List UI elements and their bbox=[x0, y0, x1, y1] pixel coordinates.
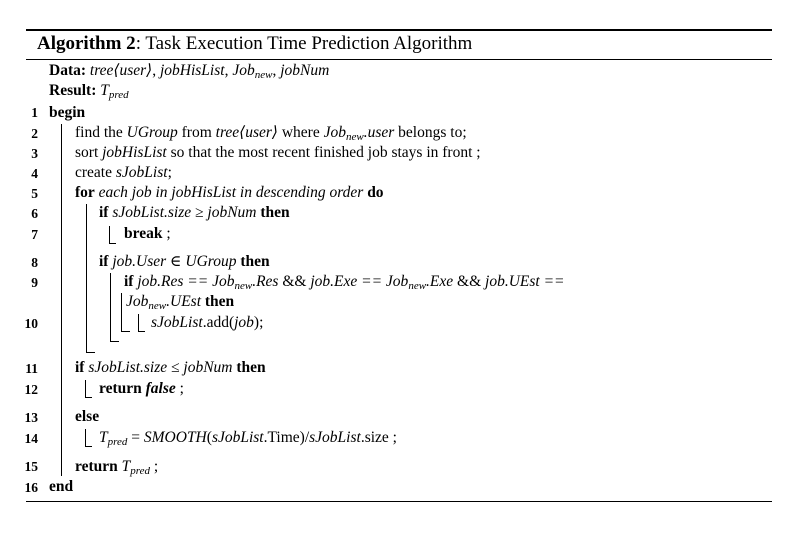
for-block-end bbox=[86, 338, 95, 353]
bottom-rule bbox=[26, 501, 772, 502]
add-bracket bbox=[138, 314, 145, 332]
line-number: 15 bbox=[14, 458, 38, 476]
line-4: create sJobList; bbox=[75, 164, 172, 182]
line-13: else bbox=[75, 408, 99, 426]
line-6: if sJobList.size ≥ jobNum then bbox=[99, 204, 290, 222]
line-1: begin bbox=[49, 104, 85, 122]
line-number: 5 bbox=[14, 185, 38, 203]
for-block-line bbox=[86, 204, 87, 352]
line-14: Tpred = SMOOTH(sJobList.Time)/sJobList.s… bbox=[99, 429, 397, 447]
line-15: return Tpred ; bbox=[75, 458, 158, 476]
return-false-bracket bbox=[85, 380, 92, 398]
line-number: 11 bbox=[14, 360, 38, 378]
line-3: sort jobHisList so that the most recent … bbox=[75, 144, 481, 162]
if-res-block-end bbox=[121, 318, 130, 332]
line-9: if job.Res == Jobnew.Res && job.Exe == J… bbox=[124, 273, 565, 291]
algorithm-title: Algorithm 2: Task Execution Time Predict… bbox=[37, 33, 472, 55]
line-number: 4 bbox=[14, 165, 38, 183]
line-2: find the UGroup from tree⟨user⟩ where Jo… bbox=[75, 124, 467, 142]
result-line: Result: Tpred bbox=[49, 82, 129, 100]
line-number: 9 bbox=[14, 274, 38, 292]
line-5: for each job in jobHisList in descending… bbox=[75, 184, 384, 202]
line-number: 6 bbox=[14, 205, 38, 223]
top-rule bbox=[26, 29, 772, 31]
line-9-continued: Jobnew.UEst then bbox=[126, 293, 234, 311]
line-number: 3 bbox=[14, 145, 38, 163]
line-16: end bbox=[49, 478, 73, 496]
if-user-block-end bbox=[110, 327, 119, 342]
data-line: Data: tree⟨user⟩, jobHisList, Jobnew, jo… bbox=[49, 62, 329, 80]
line-number: 10 bbox=[14, 315, 38, 333]
line-number: 14 bbox=[14, 430, 38, 448]
line-number: 16 bbox=[14, 479, 38, 497]
line-number: 7 bbox=[14, 226, 38, 244]
algorithm-title-text: : Task Execution Time Prediction Algorit… bbox=[136, 33, 473, 54]
line-number: 13 bbox=[14, 409, 38, 427]
line-number: 12 bbox=[14, 381, 38, 399]
line-number: 2 bbox=[14, 125, 38, 143]
line-8: if job.User ∈ UGroup then bbox=[99, 253, 270, 271]
algorithm-label: Algorithm 2 bbox=[37, 33, 136, 54]
begin-block-line bbox=[61, 124, 62, 476]
line-11: if sJobList.size ≤ jobNum then bbox=[75, 359, 266, 377]
mid-rule bbox=[26, 59, 772, 60]
line-7: break ; bbox=[124, 225, 171, 243]
line-number: 1 bbox=[14, 104, 38, 122]
tpred-bracket bbox=[85, 429, 92, 447]
line-number: 8 bbox=[14, 254, 38, 272]
break-bracket bbox=[109, 226, 116, 244]
line-12: return false ; bbox=[99, 380, 184, 398]
line-10: sJobList.add(job); bbox=[151, 314, 263, 332]
